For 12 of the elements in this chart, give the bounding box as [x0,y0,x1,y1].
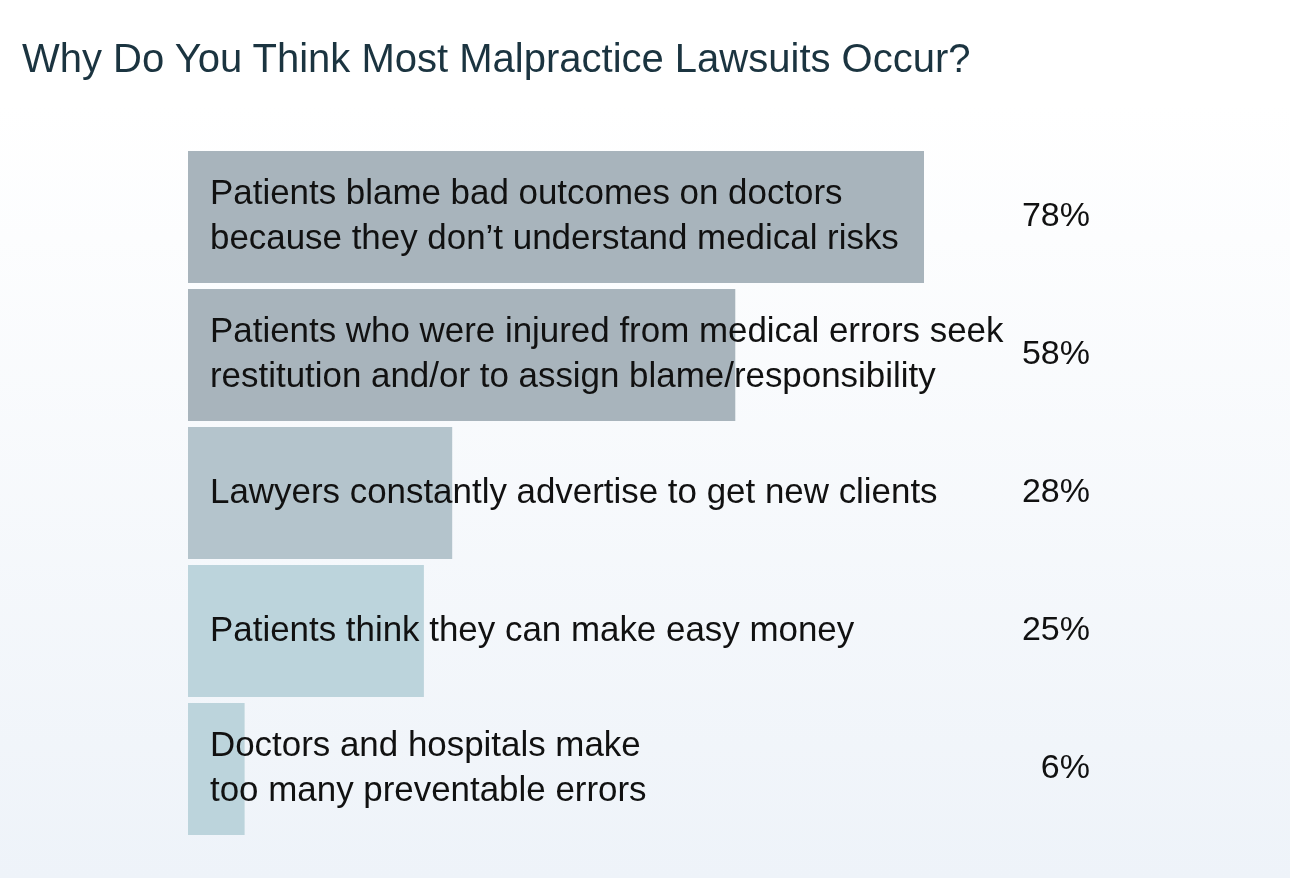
y-tick-label: Doctors and hospitals make too many preventable errors [210,724,647,808]
bar [188,565,424,697]
chart-title: Why Do You Think Most Malpractice Lawsuits Occur? [22,35,971,82]
data-label: 28% [1021,471,1090,510]
y-tick-label: Patients think they can make easy money [210,608,855,648]
y-tick-label: Patients blame bad outcomes on doctors because they don’t understand medical risks [210,172,899,256]
data-label: 58% [1021,333,1090,372]
data-label: 25% [1021,609,1090,648]
y-tick-label: Patients who were injured from medical errors seek restitution and/or to assign blame/responsibility [210,310,1005,394]
data-label: 78% [1021,195,1090,234]
y-tick-label: Lawyers constantly advertise to get new clients [210,470,938,510]
data-label: 6% [1040,747,1090,786]
